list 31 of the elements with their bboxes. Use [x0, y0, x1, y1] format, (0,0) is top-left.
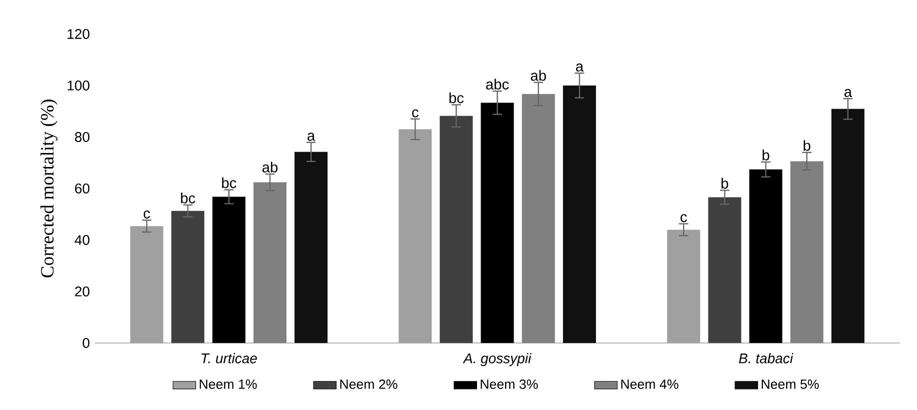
- y-tick-label: 80: [75, 132, 90, 142]
- annotation: bc: [181, 192, 196, 204]
- legend-label: Neem 1%: [200, 380, 257, 389]
- annotation: c: [412, 109, 418, 118]
- annotation: c: [144, 210, 150, 219]
- annotation: abc: [486, 78, 509, 90]
- y-tick-label: 100: [68, 80, 90, 90]
- y-tick-label: 40: [74, 235, 90, 245]
- x-tick-label: T. urticae: [202, 353, 257, 364]
- annotation: a: [308, 132, 316, 141]
- legend-label: Neem 5%: [762, 380, 819, 389]
- annotation: bc: [222, 177, 236, 188]
- annotation: b: [804, 140, 810, 151]
- annotation: ab: [262, 162, 278, 172]
- legend-label: Neem 2%: [340, 379, 398, 389]
- annotation: c: [680, 214, 687, 222]
- x-tick-label: A. gossypii: [462, 353, 532, 366]
- legend-label: Neem 4%: [621, 380, 678, 389]
- legend-label: Neem 3%: [480, 379, 538, 389]
- annotation: b: [722, 178, 728, 189]
- annotation: ab: [530, 70, 546, 81]
- y-tick-label: 20: [75, 286, 90, 296]
- y-tick-label: 120: [68, 29, 90, 39]
- y-axis-title: Corrected mortality (%): [40, 100, 58, 278]
- annotation: a: [844, 89, 852, 98]
- y-tick-label: 0: [82, 338, 90, 348]
- x-tick-label: B. tabaci: [738, 353, 794, 364]
- annotation: b: [762, 150, 770, 160]
- annotation: a: [576, 64, 584, 72]
- annotation: bc: [449, 92, 464, 104]
- y-tick-label: 60: [75, 184, 90, 194]
